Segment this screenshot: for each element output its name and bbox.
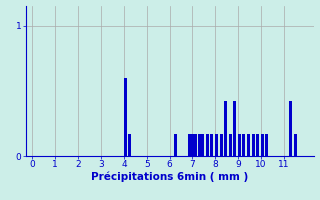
Bar [247, 134, 250, 156]
Bar [252, 134, 254, 156]
Bar [265, 134, 268, 156]
Bar [224, 101, 227, 156]
Bar [174, 134, 177, 156]
Bar [211, 134, 213, 156]
Bar [215, 134, 218, 156]
Bar [206, 134, 209, 156]
Bar [289, 101, 292, 156]
Bar [188, 134, 190, 156]
Bar [256, 134, 259, 156]
X-axis label: Précipitations 6min ( mm ): Précipitations 6min ( mm ) [91, 172, 248, 182]
Bar [238, 134, 241, 156]
Bar [233, 101, 236, 156]
Bar [261, 134, 264, 156]
Bar [294, 134, 297, 156]
Bar [195, 134, 197, 156]
Bar [242, 134, 245, 156]
Bar [124, 78, 126, 156]
Bar [201, 134, 204, 156]
Bar [198, 134, 201, 156]
Bar [128, 134, 131, 156]
Bar [229, 134, 232, 156]
Bar [191, 134, 194, 156]
Bar [220, 134, 222, 156]
